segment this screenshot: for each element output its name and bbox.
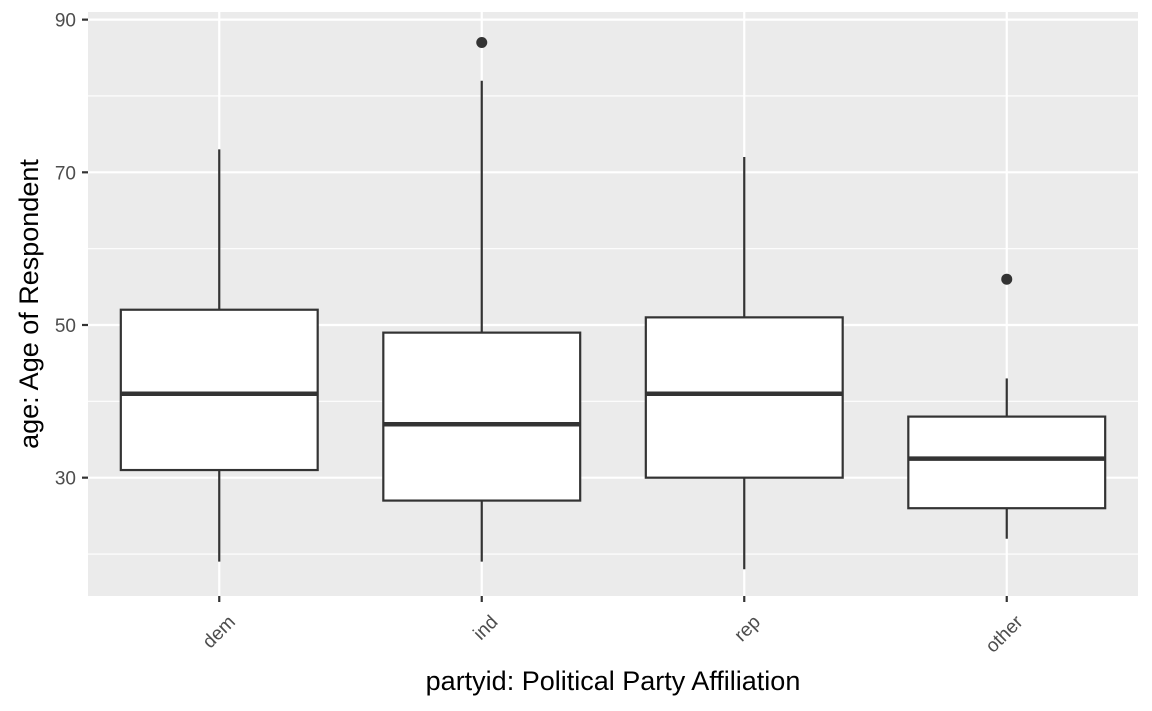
iqr-box-other (907, 415, 1107, 510)
x-tick-label-other: other (982, 611, 1028, 657)
iqr-box-ind (382, 331, 582, 502)
box-rep (644, 157, 844, 570)
box-other (907, 273, 1107, 539)
y-tick-label-90: 90 (55, 11, 76, 32)
x-tick-label-dem: dem (199, 612, 240, 653)
x-axis-title: partyid: Political Party Affiliation (426, 666, 801, 696)
boxes-layer (119, 37, 1107, 570)
y-axis-title: age: Age of Respondent (14, 159, 44, 449)
box-ind (382, 37, 582, 562)
x-tick-label-ind: ind (470, 612, 503, 645)
x-tick-label-rep: rep (731, 612, 765, 646)
outlier-point-ind-0 (476, 37, 488, 49)
box-dem (119, 149, 319, 562)
y-tick-label-70: 70 (55, 163, 76, 184)
outlier-point-other-0 (1001, 273, 1013, 285)
y-tick-label-50: 50 (55, 316, 76, 337)
y-tick-label-30: 30 (55, 469, 76, 490)
y-axis: 30 50 70 90 (55, 11, 88, 490)
iqr-box-rep (644, 316, 844, 479)
iqr-box-dem (119, 308, 319, 472)
x-axis: dem ind rep other (199, 596, 1028, 657)
